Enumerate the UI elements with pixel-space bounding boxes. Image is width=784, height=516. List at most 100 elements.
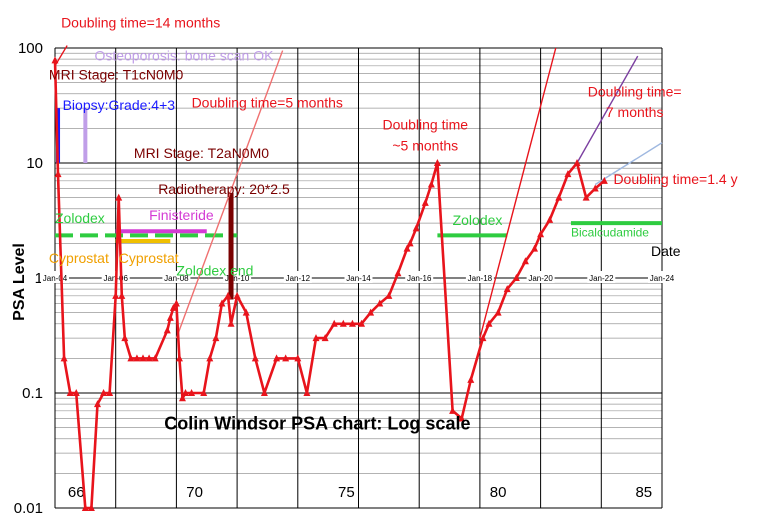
trend-line — [479, 47, 557, 339]
psa-data-point — [330, 319, 338, 327]
psa-data-point — [81, 504, 89, 511]
psa-data-point — [72, 389, 80, 396]
treatment-label: Zolodex — [453, 212, 503, 228]
psa-data-point — [582, 193, 590, 201]
psa-data-point — [449, 406, 457, 414]
x-tick-label-bg — [587, 271, 616, 283]
treatment-label: Zolodex — [55, 210, 105, 226]
psa-data-point — [376, 299, 384, 307]
psa-data-point — [172, 299, 180, 307]
psa-series — [51, 56, 608, 511]
chart-annotation: Zolodex end — [176, 263, 253, 279]
x-tick-label: Jan-18 — [468, 274, 493, 283]
psa-data-point — [303, 389, 311, 396]
chart-annotation: MRI Stage: T2aN0M0 — [134, 145, 269, 161]
psa-data-point — [367, 308, 375, 316]
psa-data-point — [227, 319, 235, 327]
psa-data-point — [206, 354, 214, 362]
psa-data-point — [273, 354, 281, 362]
psa-data-point — [175, 354, 183, 362]
chart-annotation: Doubling time=14 months — [61, 15, 220, 31]
x-tick-label: Jan-10 — [225, 274, 250, 283]
psa-data-point — [66, 389, 74, 396]
age-label: 85 — [635, 484, 652, 501]
psa-data-point — [503, 285, 511, 293]
chart-annotation: ~5 months — [392, 138, 458, 154]
psa-data-point — [600, 176, 608, 184]
psa-data-point — [233, 291, 241, 299]
x-tick-label-bg — [405, 271, 434, 283]
psa-data-point — [421, 198, 429, 206]
age-label: 70 — [186, 484, 203, 501]
psa-data-point — [385, 291, 393, 299]
psa-data-point — [537, 230, 545, 238]
psa-data-point — [87, 504, 95, 511]
psa-data-point — [564, 170, 572, 178]
psa-data-point — [224, 291, 232, 299]
chart-annotation: Doubling time= — [588, 83, 682, 99]
psa-data-point — [348, 319, 356, 327]
psa-data-point — [151, 354, 159, 362]
y-tick-label: 10 — [26, 155, 43, 172]
psa-data-point — [403, 244, 411, 252]
psa-data-point — [100, 389, 108, 396]
treatment-label: Finisteride — [149, 207, 214, 223]
psa-data-point — [573, 159, 581, 166]
psa-data-point — [127, 354, 135, 362]
trend-line — [576, 55, 639, 164]
psa-data-point — [242, 308, 250, 316]
psa-data-point — [321, 334, 329, 342]
psa-data-point — [139, 354, 147, 362]
psa-data-point — [133, 354, 141, 362]
psa-data-point — [591, 184, 599, 192]
psa-data-point — [412, 224, 420, 232]
age-label: 66 — [68, 484, 85, 501]
x-tick-label: Jan-14 — [346, 274, 371, 283]
chart-annotation: Osteoporosis: bone scan OK — [94, 47, 274, 63]
y-tick-label: 0.01 — [14, 500, 43, 516]
psa-data-point — [251, 354, 259, 362]
chart-annotation: Biopsy:Grade:4+3 — [63, 97, 176, 113]
psa-data-point — [112, 291, 120, 299]
x-tick-label-bg — [465, 271, 494, 283]
x-tick-label-bg — [344, 271, 373, 283]
x-tick-label-bg — [162, 271, 191, 283]
x-axis-label: Date — [651, 243, 681, 259]
psa-data-point — [512, 274, 520, 281]
psa-data-point — [358, 319, 366, 327]
treatment-bars — [55, 221, 662, 243]
y-tick-label: 1 — [35, 270, 43, 287]
psa-data-point — [394, 269, 402, 277]
psa-data-point — [494, 308, 502, 316]
psa-data-point — [433, 159, 441, 166]
psa-data-point — [93, 400, 101, 408]
age-label: 80 — [490, 484, 507, 501]
psa-data-point — [479, 334, 487, 342]
trend-line — [175, 50, 284, 339]
x-tick-label: Jan-24 — [650, 274, 675, 283]
chart-annotation: MRI Stage: T1cN0M0 — [49, 67, 184, 83]
annotations: Doubling time=14 months Osteoporosis: bon… — [49, 15, 738, 279]
psa-data-point — [427, 180, 435, 188]
psa-data-point — [60, 354, 68, 362]
y-tick-label: 100 — [18, 40, 43, 57]
psa-data-point — [406, 239, 414, 247]
chart-annotation: Radiotherapy: 20*2.5 — [158, 181, 290, 197]
chart-annotation: Doubling time=5 months — [192, 94, 343, 110]
x-axis: Jan-04 Jan-06 Jan-08 Jan-10 Jan-12 Jan-14 Jan-… — [41, 271, 676, 283]
psa-data-point — [546, 215, 554, 223]
chart-title: Colin Windsor PSA chart: Log scale — [164, 414, 470, 434]
psa-data-point — [467, 375, 475, 383]
y-tick-label: 0.1 — [22, 385, 43, 402]
chart-annotation: Doubling time — [382, 117, 468, 133]
psa-data-point — [531, 244, 539, 252]
psa-data-point — [200, 389, 208, 396]
chart-annotation: Cyprostat — [49, 250, 109, 266]
psa-data-point — [458, 414, 466, 422]
psa-data-point — [178, 394, 186, 402]
psa-data-point — [294, 354, 302, 362]
psa-data-point — [212, 334, 220, 342]
psa-data-point — [555, 193, 563, 201]
psa-data-point — [188, 389, 196, 396]
